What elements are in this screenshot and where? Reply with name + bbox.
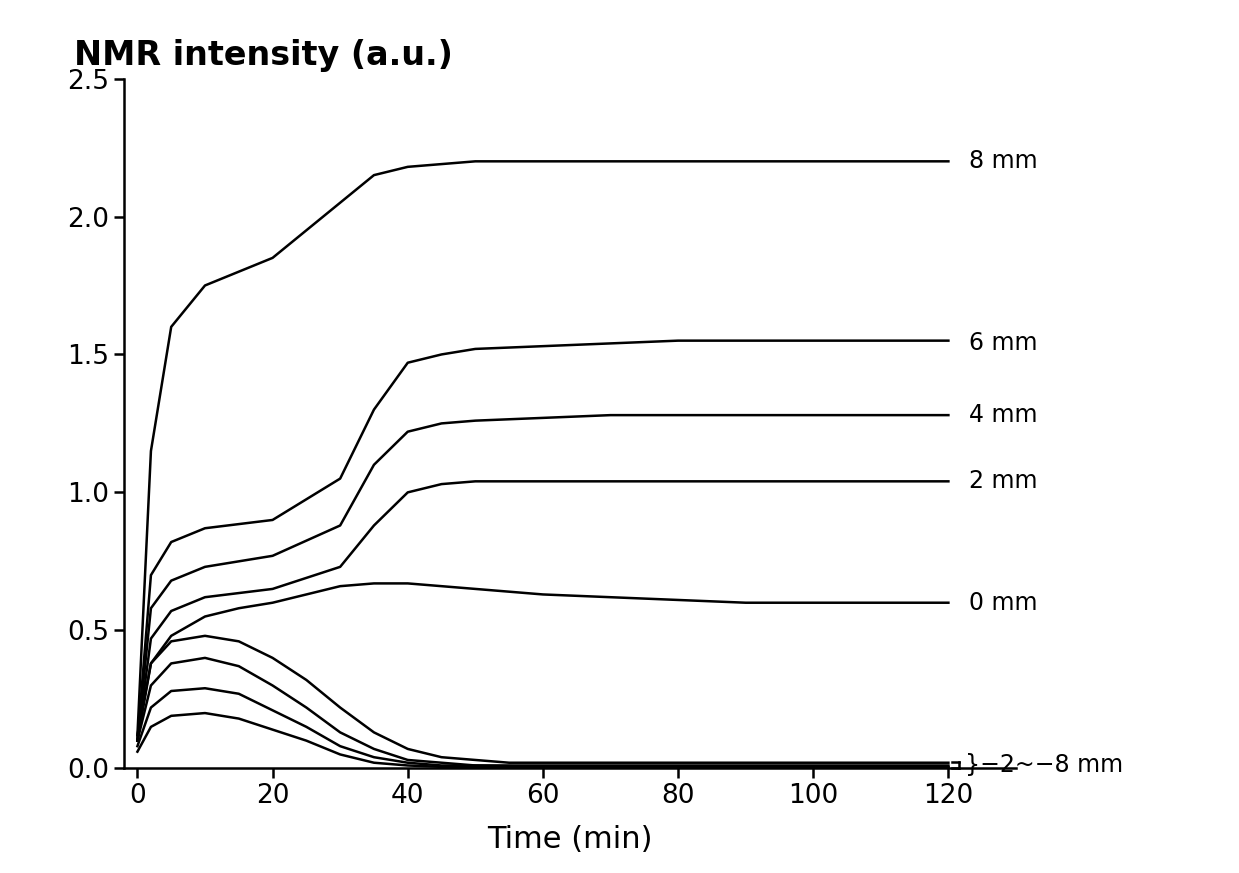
Text: 2 mm: 2 mm [969, 470, 1037, 493]
Text: }−2~−8 mm: }−2~−8 mm [965, 753, 1124, 777]
Text: 4 mm: 4 mm [969, 403, 1037, 427]
Text: 8 mm: 8 mm [969, 149, 1037, 174]
X-axis label: Time (min): Time (min) [487, 826, 653, 855]
Text: 0 mm: 0 mm [969, 591, 1037, 615]
Text: 6 mm: 6 mm [969, 332, 1037, 355]
Text: NMR intensity (a.u.): NMR intensity (a.u.) [74, 39, 453, 72]
